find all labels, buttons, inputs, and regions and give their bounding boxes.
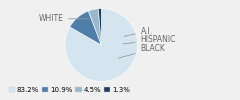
Wedge shape (98, 9, 101, 45)
Text: WHITE: WHITE (38, 14, 90, 23)
Legend: 83.2%, 10.9%, 4.5%, 1.3%: 83.2%, 10.9%, 4.5%, 1.3% (6, 84, 133, 96)
Text: BLACK: BLACK (119, 44, 165, 58)
Text: HISPANIC: HISPANIC (123, 35, 176, 44)
Text: A.I.: A.I. (124, 27, 153, 36)
Wedge shape (88, 9, 101, 45)
Wedge shape (70, 11, 101, 45)
Wedge shape (65, 9, 138, 81)
